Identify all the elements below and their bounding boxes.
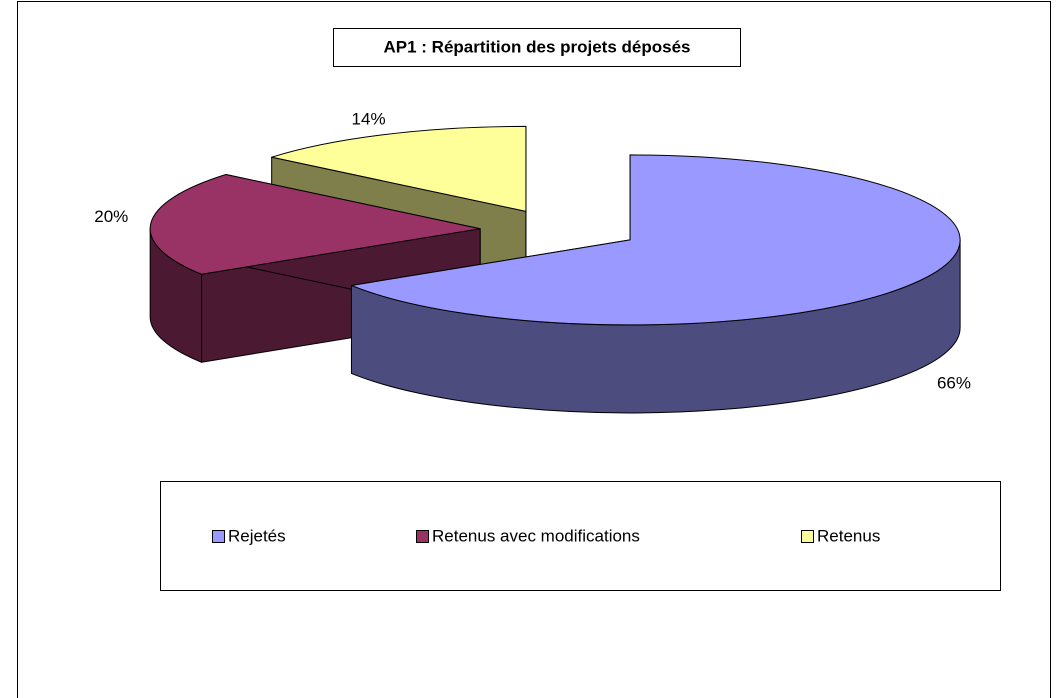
pie bbox=[149, 125, 961, 414]
legend-label: Retenus avec modifications bbox=[432, 526, 640, 545]
title-box bbox=[333, 28, 741, 67]
chart-title: AP1 : Répartition des projets déposés bbox=[383, 37, 690, 56]
slice-top bbox=[149, 174, 481, 275]
slice-top bbox=[271, 125, 527, 212]
data-label: 20% bbox=[94, 207, 128, 226]
slice-top bbox=[350, 154, 961, 326]
legend-label: Retenus bbox=[817, 526, 880, 545]
data-label: 14% bbox=[352, 110, 386, 129]
legend-swatch bbox=[212, 530, 225, 543]
pie-slice bbox=[350, 154, 961, 414]
legend-swatch bbox=[801, 530, 814, 543]
legend-label: Rejetés bbox=[228, 526, 286, 545]
legend-box bbox=[160, 481, 1001, 591]
data-label: 66% bbox=[937, 373, 971, 392]
legend-swatch bbox=[416, 530, 429, 543]
